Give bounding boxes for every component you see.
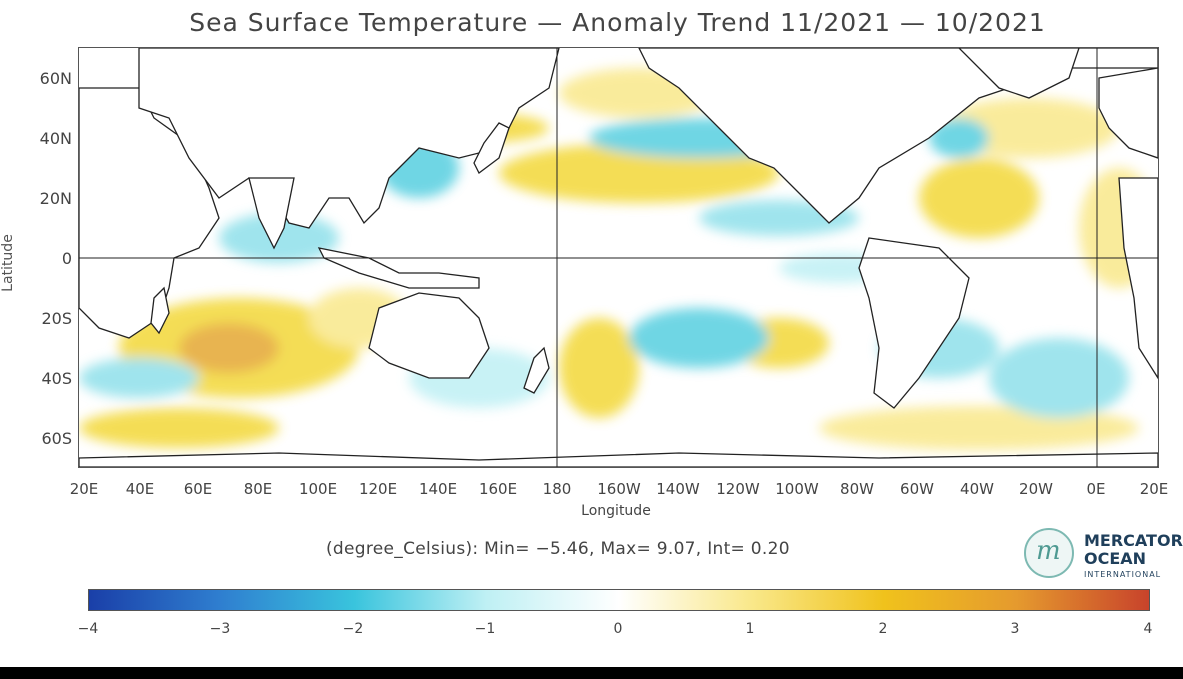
colorbar-tick: 1: [745, 621, 755, 637]
chart-title: Sea Surface Temperature — Anomaly Trend …: [189, 8, 1046, 37]
sst-anomaly-map: [78, 47, 1159, 468]
africa-land: [79, 87, 220, 339]
lon-tick-20e: 20E: [69, 480, 99, 498]
lon-tick-80w: 80W: [840, 480, 874, 498]
lon-tick-80e: 80E: [243, 480, 273, 498]
lon-tick-0e: 0E: [1086, 480, 1106, 498]
colorbar: [88, 589, 1150, 611]
latitude-axis-title: Latitude: [0, 234, 16, 292]
lon-tick-160e: 160E: [478, 480, 518, 498]
lon-tick-100w: 100W: [775, 480, 819, 498]
lat-tick-40s: 40S: [41, 369, 72, 388]
new-zealand-land: [523, 346, 550, 394]
colorbar-tick: 4: [1143, 621, 1153, 637]
mercator-ocean-logo: m MERCATOR OCEAN INTERNATIONAL: [1024, 528, 1183, 584]
colorbar-tick: 2: [878, 621, 888, 637]
lon-tick-120w: 120W: [716, 480, 760, 498]
lon-tick-20w: 20W: [1019, 480, 1053, 498]
antarctica-land: [79, 452, 1158, 467]
landmasses: [79, 48, 1158, 467]
warm-patch-north-pacific: [499, 143, 779, 203]
japan-land: [473, 122, 510, 174]
lat-tick-40n: 40N: [39, 129, 72, 148]
lon-tick-180: 180: [542, 480, 572, 498]
lon-tick-20e-right: 20E: [1139, 480, 1169, 498]
lat-tick-0: 0: [61, 249, 72, 268]
europe-land: [1098, 67, 1158, 159]
lat-tick-60n: 60N: [39, 69, 72, 88]
africa-east-land: [1118, 177, 1158, 380]
lon-tick-40w: 40W: [960, 480, 994, 498]
lon-tick-100e: 100E: [298, 480, 338, 498]
madagascar-land: [150, 286, 170, 335]
lat-tick-20n: 20N: [39, 189, 72, 208]
lon-tick-60e: 60E: [183, 480, 213, 498]
bottom-black-bar: [0, 667, 1183, 679]
longitude-axis-title: Longitude: [581, 503, 651, 519]
lat-tick-60s: 60S: [41, 429, 72, 448]
colorbar-tick: −3: [209, 621, 231, 637]
logo-text-international: INTERNATIONAL: [1084, 570, 1162, 579]
map-canvas: [79, 48, 1158, 467]
colorbar-tick: −4: [77, 621, 99, 637]
logo-text-mercator: MERCATOR: [1084, 531, 1183, 550]
logo-mark: m: [1036, 536, 1061, 566]
lon-tick-140w: 140W: [656, 480, 700, 498]
cool-patch-south-pacific: [629, 308, 769, 368]
warm-patch-south-pacific-west: [559, 318, 639, 418]
colorbar-tick: 3: [1010, 621, 1020, 637]
lon-tick-60w: 60W: [900, 480, 934, 498]
lon-tick-140e: 140E: [418, 480, 458, 498]
colorbar-tick: −2: [342, 621, 364, 637]
north-america-land: [638, 48, 1158, 224]
lon-tick-160w: 160W: [597, 480, 641, 498]
greenland-land: [958, 48, 1080, 99]
asia-land: [138, 48, 560, 229]
stats-line: (degree_Celsius): Min= −5.46, Max= 9.07,…: [326, 539, 790, 559]
colorbar-tick: 0: [613, 621, 623, 637]
colorbar-tick: −1: [474, 621, 496, 637]
south-america-land: [858, 237, 970, 409]
lon-tick-120e: 120E: [358, 480, 398, 498]
india-land: [248, 177, 295, 250]
logo-emblem: m: [1024, 528, 1074, 578]
lat-tick-20s: 20S: [41, 309, 72, 328]
australia-land: [368, 292, 490, 379]
lon-tick-40e: 40E: [125, 480, 155, 498]
logo-text-ocean: OCEAN: [1084, 549, 1147, 568]
